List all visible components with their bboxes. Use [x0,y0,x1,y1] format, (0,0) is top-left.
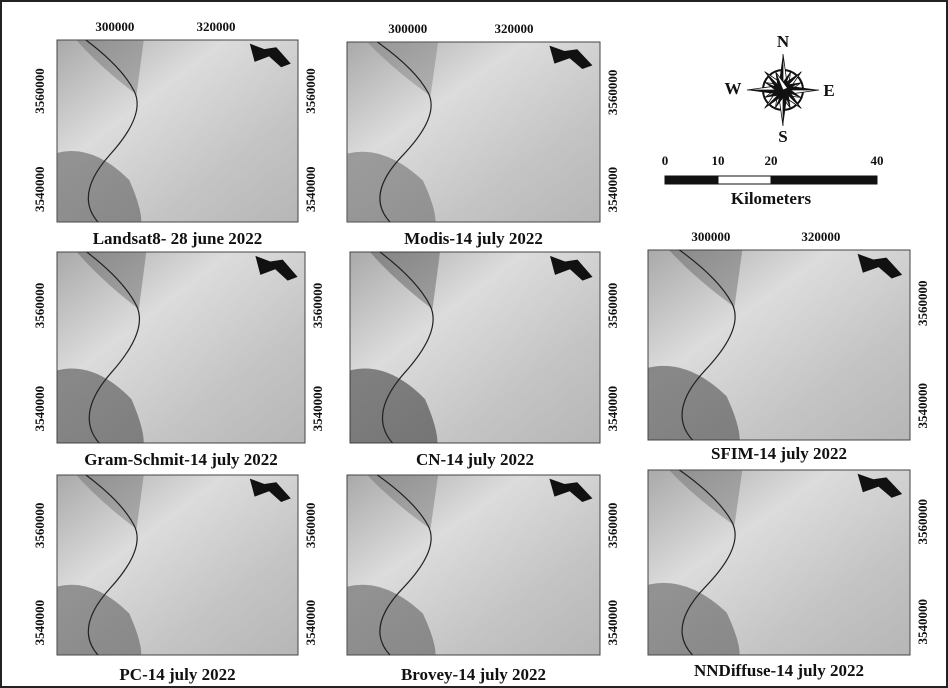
compass-label: N [777,32,790,51]
river [86,251,141,444]
map-caption: Landsat8- 28 june 2022 [93,229,263,248]
y-tick-label: 3540000 [605,386,620,432]
map-panel [346,474,601,656]
river [377,41,432,223]
map-caption: PC-14 july 2022 [119,665,235,684]
y-tick-label: 3540000 [303,600,318,646]
x-tick-label: 320000 [494,21,533,36]
y-tick-label: 3560000 [303,68,318,114]
dark-region [76,40,144,95]
lake [255,255,298,281]
y-tick-label: 3560000 [32,503,47,549]
x-tick-label: 300000 [691,229,730,244]
y-tick-label: 3560000 [915,499,930,545]
dark-region [57,368,144,443]
river [379,251,434,444]
compass [746,53,820,127]
map-caption: Brovey-14 july 2022 [401,665,546,684]
dark-region [367,42,439,96]
y-tick-label: 3560000 [605,70,620,116]
y-tick-label: 3540000 [605,167,620,213]
y-tick-label: 3560000 [605,503,620,549]
map-caption: Gram-Schmit-14 july 2022 [84,450,278,469]
river [679,469,736,656]
x-tick-label: 300000 [95,19,134,34]
scale-segment [664,175,719,185]
scale-label: 40 [871,153,884,168]
lake [550,255,593,281]
dark-region [370,251,440,310]
map-panel [647,469,911,656]
lake [249,43,291,68]
lake [249,478,291,503]
dark-region [57,151,142,222]
y-tick-label: 3560000 [310,283,325,329]
y-tick-label: 3560000 [32,283,47,329]
river [377,474,432,656]
x-tick-label: 320000 [197,19,236,34]
y-tick-label: 3540000 [32,386,47,432]
x-tick-label: 320000 [801,229,840,244]
scale-label: 10 [712,153,725,168]
y-tick-label: 3560000 [605,283,620,329]
y-tick-label: 3560000 [915,280,930,326]
y-tick-label: 3540000 [915,383,930,429]
dark-region [648,582,740,655]
scale-unit: Kilometers [731,189,812,208]
x-tick-label: 300000 [388,21,427,36]
map-panel [56,39,299,223]
dark-region [347,584,436,655]
scale-label: 20 [765,153,778,168]
dark-region [350,368,438,443]
lake [549,45,593,69]
dark-region [76,475,144,529]
map-panel [56,474,299,656]
y-tick-label: 3560000 [32,68,47,114]
scale-segment [717,175,772,185]
dark-region [668,470,743,526]
map-panel [56,251,306,444]
lake [549,478,593,503]
compass-point [774,71,789,91]
compass-point [783,85,819,90]
lake [857,253,903,279]
scale-segment [770,175,878,185]
compass-label: E [823,81,834,100]
compass-point [783,90,788,126]
y-tick-label: 3540000 [303,166,318,212]
map-panel [349,251,601,444]
y-tick-label: 3540000 [32,166,47,212]
dark-region [57,584,142,655]
y-tick-label: 3540000 [915,599,930,645]
compass-label: W [725,79,742,98]
map-panel [647,249,911,441]
river [85,39,138,223]
y-tick-label: 3560000 [303,503,318,549]
map-caption: CN-14 july 2022 [416,450,534,469]
scale-label: 0 [662,153,669,168]
river [85,474,138,656]
dark-region [367,475,439,529]
map-caption: Modis-14 july 2022 [404,229,543,248]
river [679,249,736,441]
lake [857,473,903,498]
dark-region [347,151,436,222]
dark-region [668,250,743,307]
y-tick-label: 3540000 [310,386,325,432]
y-tick-label: 3540000 [605,600,620,646]
compass-point [747,90,783,95]
y-tick-label: 3540000 [32,600,47,646]
dark-region [76,251,147,310]
map-caption: SFIM-14 july 2022 [711,444,847,463]
map-panel [346,41,601,223]
compass-label: S [778,127,787,146]
map-caption: NNDiffuse-14 july 2022 [694,661,864,680]
dark-region [648,365,740,440]
